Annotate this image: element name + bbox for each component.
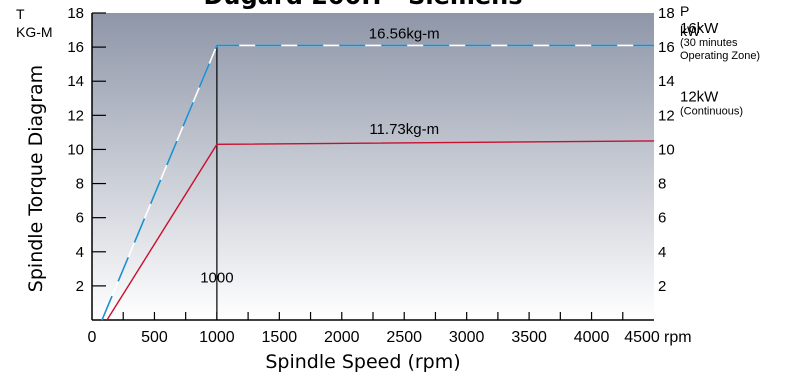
x-tick-label: 0	[88, 329, 97, 346]
y-tick-label-right: 16	[658, 39, 675, 56]
y-tick-label-left: 18	[67, 5, 84, 22]
y-axis-title: Spindle Torque Diagram	[25, 65, 47, 292]
x-tick-label: 500	[141, 329, 168, 346]
x-tick-label: 4000	[574, 329, 610, 346]
annotation-label: 1000	[200, 269, 233, 286]
y-tick-label-left: 14	[67, 73, 84, 90]
y-tick-label-right: 18	[658, 5, 675, 22]
y-tick-label-left: 8	[76, 176, 84, 193]
y-tick-label-left: 4	[76, 244, 84, 261]
y-tick-label-left: 2	[76, 278, 84, 295]
chart-title: Dugard 200H - Siemens	[203, 0, 522, 10]
x-tick-label: 3500	[511, 329, 547, 346]
power-note-1: (Continuous)	[680, 105, 743, 117]
y-tick-label-left: 10	[67, 141, 84, 158]
power-label-0: 16kW	[680, 20, 719, 37]
power-note2-0: Operating Zone)	[680, 50, 760, 62]
x-tick-label: 2500	[386, 329, 422, 346]
annotation-label: 11.73kg-m	[369, 121, 439, 138]
left-axis-unit: KG-M	[16, 24, 53, 40]
x-tick-label: 1500	[262, 329, 298, 346]
series-layer	[101, 44, 655, 321]
y-tick-label-left: 16	[67, 39, 84, 56]
y-tick-label-right: 8	[658, 176, 666, 193]
y-tick-label-right: 4	[658, 244, 666, 261]
right-axis-symbol: P	[680, 3, 689, 19]
y-tick-label-right: 12	[658, 107, 675, 124]
y-tick-label-right: 6	[658, 210, 666, 227]
y-tick-label-left: 6	[76, 210, 84, 227]
x-tick-label: 2000	[324, 329, 360, 346]
x-tick-label: 1000	[199, 329, 235, 346]
series-line-0	[101, 44, 654, 321]
left-axis-symbol: T	[16, 6, 25, 22]
x-tick-label: 4500	[624, 329, 660, 346]
y-tick-label-left: 12	[67, 107, 84, 124]
y-tick-label-right: 14	[658, 73, 675, 90]
right-axis-unit: kW	[680, 23, 701, 39]
labels-layer: 2 4 6 8 10 12 14 16 18 2 4 6 8 10 12 14 16 18 0 500 1000 1500…	[16, 3, 760, 373]
x-unit-label: rpm	[664, 329, 692, 346]
axes	[91, 12, 654, 321]
annotation-label: 16.56kg-m	[369, 26, 440, 43]
plot-background	[92, 13, 654, 320]
y-tick-label-right: 2	[658, 278, 666, 295]
series-line-1	[106, 140, 655, 321]
power-note-0: (30 minutes	[680, 37, 738, 49]
x-axis-title: Spindle Speed (rpm)	[265, 351, 460, 373]
x-tick-label: 3000	[449, 329, 485, 346]
power-label-1: 12kW	[680, 88, 719, 105]
y-tick-label-right: 10	[658, 141, 675, 158]
